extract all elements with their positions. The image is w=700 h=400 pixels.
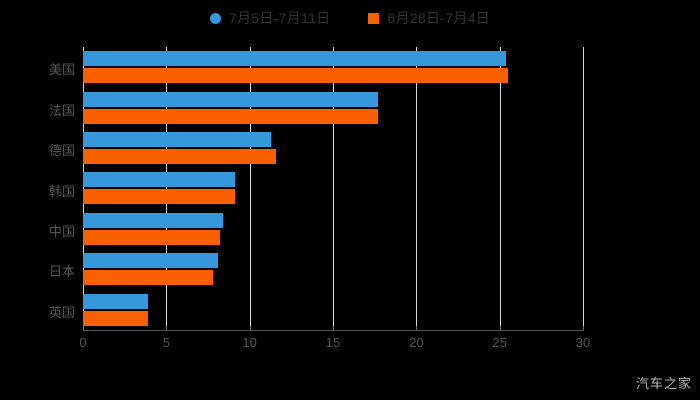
y-axis-label-4: 韩国 [48,183,75,199]
x-tick-label-15: 15 [325,335,341,350]
x-tick-label-5: 5 [162,335,170,350]
plot-area [83,47,584,330]
gridline-10 [249,47,251,330]
bar-2[interactable] [83,68,508,84]
gridline-15 [333,47,334,330]
x-tick-mark-30 [583,326,584,330]
gridline-5 [166,47,168,330]
x-axis: 0 5 10 15 20 25 30 [79,326,590,360]
bar-1[interactable] [83,51,507,67]
legend-label: 6月28日-7月4日 [387,10,491,26]
gridline-25 [499,47,501,330]
legend-label: 7月5日-7月11日 [228,10,331,26]
bar-1[interactable] [83,253,218,269]
x-axis-line [83,330,584,331]
bar-1[interactable] [83,212,223,228]
x-tick-mark-20 [416,326,418,330]
y-axis-label-5: 中国 [48,223,75,239]
x-tick-label-10: 10 [242,335,257,350]
x-tick-mark-25 [499,326,501,330]
y-axis-label-1: 美国 [48,62,75,78]
bar-group [83,128,583,168]
y-axis-label-3: 德国 [48,143,75,159]
chart-legend: 7月5日-7月11日 6月28日-7月4日 [0,8,700,28]
bar-2[interactable] [83,189,235,205]
bar-group [83,87,583,127]
gridline-30 [583,47,584,330]
x-tick-mark-10 [249,326,251,330]
y-axis-label-7: 英国 [48,304,75,320]
x-tick-mark-5 [166,326,168,330]
bar-group [83,47,583,87]
legend-circle-marker-icon [209,12,221,24]
bar-2[interactable] [83,149,277,165]
bar-2[interactable] [83,310,148,326]
bar-1[interactable] [83,293,148,309]
gridline-0 [83,47,84,330]
y-axis-label-2: 法国 [48,102,75,118]
bar-1[interactable] [83,172,235,188]
bar-group [83,209,583,249]
x-tick-label-0: 0 [79,335,87,350]
bar-1[interactable] [83,91,378,107]
legend-square-marker-icon [368,12,380,24]
legend-item-2[interactable]: 6月28日-7月4日 [368,8,490,28]
bar-2[interactable] [83,270,213,286]
x-tick-mark-15 [333,326,334,330]
x-tick-mark-0 [83,326,84,330]
x-tick-label-25: 25 [492,335,507,350]
legend-item-1[interactable]: 7月5日-7月11日 [209,8,331,28]
watermark: 汽车之家 [635,376,692,391]
bar-2[interactable] [83,108,378,124]
gridline-20 [416,47,418,330]
y-axis-label-6: 日本 [48,264,75,280]
bar-group [83,249,583,289]
bar-1[interactable] [83,132,272,148]
x-tick-label-20: 20 [409,335,424,350]
x-tick-label-30: 30 [575,335,591,350]
bar-group [83,168,583,208]
y-axis-category-labels: 美国法国德国韩国中国日本英国 [0,47,75,330]
bar-2[interactable] [83,229,220,245]
bar-group [83,290,583,330]
